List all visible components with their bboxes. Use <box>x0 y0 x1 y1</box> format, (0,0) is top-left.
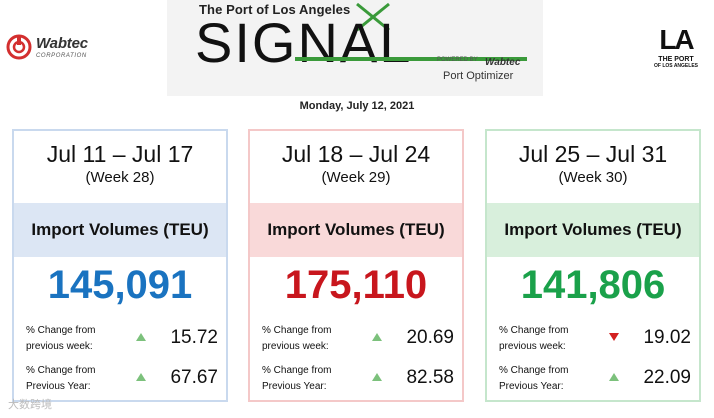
week-card-29: Jul 18 – Jul 24 (Week 29) Import Volumes… <box>248 129 464 402</box>
wabtec-name: Wabtec <box>36 34 88 52</box>
wabtec-logo: Wabtec CORPORATION <box>6 34 88 60</box>
card-metric-label: Import Volumes (TEU) <box>487 203 699 257</box>
change-value: 19.02 <box>643 327 691 348</box>
card-metric-label: Import Volumes (TEU) <box>14 203 226 257</box>
card-date-range: Jul 11 – Jul 17 <box>46 141 194 167</box>
port-la-logo: LA THE PORT OF LOS ANGELES <box>648 24 704 70</box>
banner-title: SIGNAL <box>195 11 413 74</box>
banner-powered: POWERED BY <box>437 57 478 63</box>
watermark: 大数跨境 <box>8 399 52 411</box>
banner-brand: Wabtec <box>485 57 521 68</box>
change-label: % Change from previous week: <box>26 325 96 352</box>
up-arrow-icon <box>136 373 146 381</box>
change-label: % Change from Previous Year: <box>262 365 332 392</box>
card-import-volume: 141,806 <box>520 263 666 307</box>
la-logo-line2: OF LOS ANGELES <box>654 63 698 69</box>
down-arrow-icon <box>609 333 619 341</box>
yearly-change-row: % Change from Previous Year: 82.58 <box>262 363 458 395</box>
change-value: 82.58 <box>406 367 454 388</box>
banner-product: Port Optimizer <box>443 70 514 82</box>
change-label: % Change from previous week: <box>499 325 569 352</box>
yearly-change-row: % Change from Previous Year: 22.09 <box>499 363 695 395</box>
change-value: 20.69 <box>406 327 454 348</box>
up-arrow-icon <box>372 373 382 381</box>
change-value: 15.72 <box>170 327 218 348</box>
weekly-change-row: % Change from previous week: 15.72 <box>26 323 222 355</box>
banner-port-line: The Port of Los Angeles <box>199 2 351 17</box>
week-card-30: Jul 25 – Jul 31 (Week 30) Import Volumes… <box>485 129 701 402</box>
la-logo-mark: LA <box>659 24 694 55</box>
signal-x-icon <box>356 2 390 32</box>
card-week: (Week 29) <box>321 169 391 186</box>
report-date: Monday, July 12, 2021 <box>299 100 415 112</box>
card-date-range: Jul 18 – Jul 24 <box>281 141 431 167</box>
change-value: 67.67 <box>170 367 218 388</box>
card-metric-label: Import Volumes (TEU) <box>250 203 462 257</box>
signal-banner: The Port of Los Angeles SIGNAL POWERED B… <box>167 0 543 96</box>
card-week: (Week 28) <box>85 169 155 186</box>
la-logo-line1: THE PORT <box>658 56 694 63</box>
change-label: % Change from previous week: <box>262 325 332 352</box>
up-arrow-icon <box>136 333 146 341</box>
week-card-28: Jul 11 – Jul 17 (Week 28) Import Volumes… <box>12 129 228 402</box>
banner-green-bar <box>295 57 527 61</box>
wabtec-sub: CORPORATION <box>36 52 87 59</box>
weekly-change-row: % Change from previous week: 20.69 <box>262 323 458 355</box>
up-arrow-icon <box>609 373 619 381</box>
card-import-volume: 145,091 <box>47 263 193 307</box>
yearly-change-row: % Change from Previous Year: 67.67 <box>26 363 222 395</box>
change-label: % Change from Previous Year: <box>499 365 569 392</box>
wabtec-logo-icon <box>6 34 32 60</box>
weekly-change-row: % Change from previous week: 19.02 <box>499 323 695 355</box>
change-value: 22.09 <box>643 367 691 388</box>
card-date-range: Jul 25 – Jul 31 <box>518 141 668 167</box>
up-arrow-icon <box>372 333 382 341</box>
card-import-volume: 175,110 <box>284 263 428 307</box>
card-week: (Week 30) <box>558 169 628 186</box>
change-label: % Change from Previous Year: <box>26 365 96 392</box>
